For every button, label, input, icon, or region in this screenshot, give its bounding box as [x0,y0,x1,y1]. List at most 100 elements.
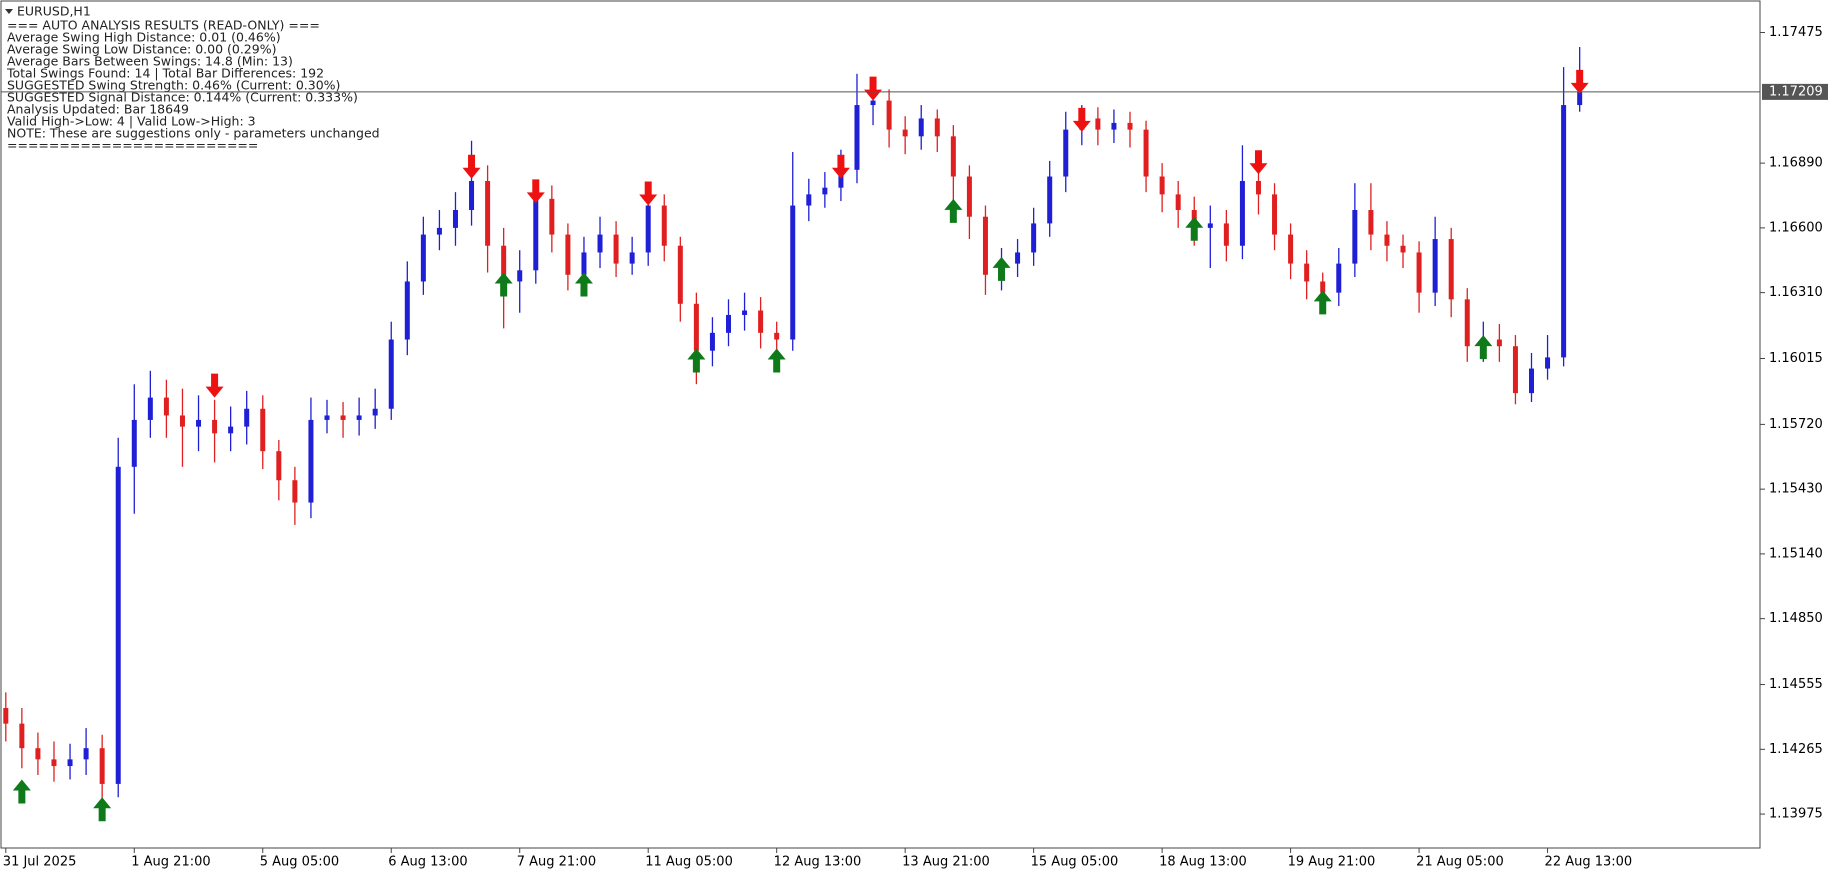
candle-body [1143,129,1149,177]
candle-body [934,118,940,137]
candle-body [1352,210,1358,264]
info-line: === AUTO ANALYSIS RESULTS (READ-ONLY) ==… [7,18,320,33]
collapse-icon[interactable] [5,9,13,14]
candle-body [147,397,153,420]
candle-body [1464,299,1470,347]
candle-body [645,205,651,253]
candle-body [1175,194,1181,211]
candle-body [163,397,169,416]
candle-body [870,100,876,106]
x-tick-label: 19 Aug 21:00 [1288,855,1376,870]
candle-body [1207,223,1213,228]
candle-body [1111,122,1117,130]
candle-body [469,180,475,211]
candle-body [1320,281,1326,293]
candle-body [758,310,764,333]
candle-body [1127,122,1133,130]
candle-body [726,314,731,333]
signal-arrow [831,154,850,179]
candle-body [1223,223,1229,246]
signal-arrow [205,373,224,398]
candle-body [629,252,635,264]
signal-arrow [767,348,786,373]
x-tick-label: 18 Aug 13:00 [1159,855,1247,870]
candle-body [1496,339,1502,347]
signal-arrow [1072,107,1091,132]
candle-body [597,234,603,253]
candle-body [420,234,426,282]
candle-body [1336,263,1342,293]
y-tick-label: 1.16015 [1769,351,1823,366]
candle-body [436,227,442,235]
info-line: NOTE: These are suggestions only - param… [7,126,380,141]
candle-body [581,252,587,275]
signal-arrow [1313,290,1332,315]
signal-arrow [864,76,883,101]
candle-body [19,723,25,749]
signal-arrow [12,779,31,804]
x-tick-label: 6 Aug 13:00 [388,855,467,870]
candle-body [308,419,314,503]
y-tick-label: 1.16890 [1769,156,1823,171]
candle-body [372,408,378,416]
candle-body [1448,239,1454,300]
candle-body [1512,346,1518,394]
candle-body [1384,234,1390,246]
candle-body [1047,176,1053,224]
x-tick-label: 22 Aug 13:00 [1545,855,1633,870]
signal-arrow [526,179,545,204]
candle-body [1031,223,1037,253]
candle-body [115,466,121,784]
signal-arrow [574,272,593,297]
candle-body [549,198,555,235]
candle-body [404,281,410,340]
x-tick-label: 13 Aug 21:00 [902,855,990,870]
x-tick-label: 7 Aug 21:00 [517,855,596,870]
signal-arrow [1570,69,1589,94]
candle-body [709,332,715,351]
candle-body [774,332,780,340]
candle-body [356,415,362,420]
candle-body [533,198,539,271]
candle-body [1272,194,1278,235]
candle-body [340,415,346,420]
plot [3,47,1589,822]
candle-body [790,205,796,340]
candle-body [1304,263,1310,282]
x-tick-label: 1 Aug 21:00 [131,855,210,870]
candle-body [83,748,89,760]
info-line: ======================== [7,138,258,153]
candle-body [179,415,185,427]
signal-arrow [462,154,481,179]
symbol-label: EURUSD,H1 [17,4,91,19]
candle-body [1255,180,1261,195]
candle-body [565,234,571,275]
info-line: Average Swing Low Distance: 0.00 (0.29%) [7,42,276,57]
current-price-box [1762,83,1828,100]
candle-body [982,216,988,275]
candle-body [517,270,523,282]
candle-body [1288,234,1294,264]
current-price-label: 1.17209 [1769,84,1823,99]
y-tick-label: 1.15430 [1769,482,1823,497]
candle-body [212,419,218,434]
signal-arrow [93,797,112,822]
x-tick-label: 15 Aug 05:00 [1031,855,1119,870]
candle-body [950,136,956,177]
candle-body [131,419,137,467]
signal-arrow [944,198,963,223]
candle-body [1400,245,1406,253]
y-tick-label: 1.15720 [1769,417,1823,432]
candle-body [452,210,458,228]
candle-body [228,426,234,434]
candle-body [196,419,202,427]
x-tick-label: 21 Aug 05:00 [1416,855,1504,870]
candle-body [1529,368,1534,394]
info-line: Average Bars Between Swings: 14.8 (Min: … [7,54,293,69]
candle-body [1063,129,1069,177]
candle-body [806,194,812,206]
info-line: Average Swing High Distance: 0.01 (0.46%… [7,30,281,45]
candle-body [67,759,73,767]
candle-body [1239,180,1245,246]
